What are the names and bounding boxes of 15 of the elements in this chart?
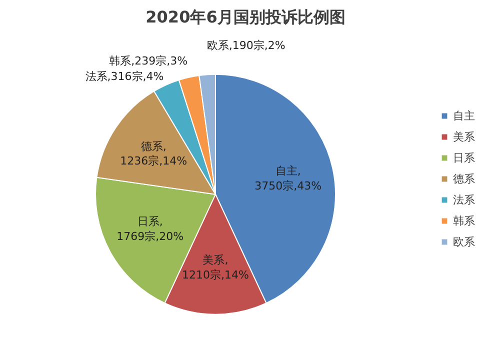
data-label: 欧系,190宗,2% [206,39,286,52]
legend-label: 美系 [453,129,475,144]
data-label: 自主, 3750宗,43% [254,164,322,192]
data-label: 德系, 1236宗,14% [120,140,188,168]
legend-label: 欧系 [453,234,475,249]
legend-label: 日系 [453,150,475,165]
data-label: 日系, 1769宗,20% [116,215,184,244]
legend-label: 法系 [453,192,475,207]
data-label: 美系, 1210宗,14% [182,254,249,282]
legend-label: 德系 [453,171,475,186]
chart-title: 2020年6月国别投诉比例图 [146,8,346,26]
data-label: 法系,316宗,4% [85,70,164,83]
legend-label: 韩系 [453,213,475,228]
data-label: 韩系,239宗,3% [109,54,188,68]
legend-label: 自主 [453,108,475,123]
